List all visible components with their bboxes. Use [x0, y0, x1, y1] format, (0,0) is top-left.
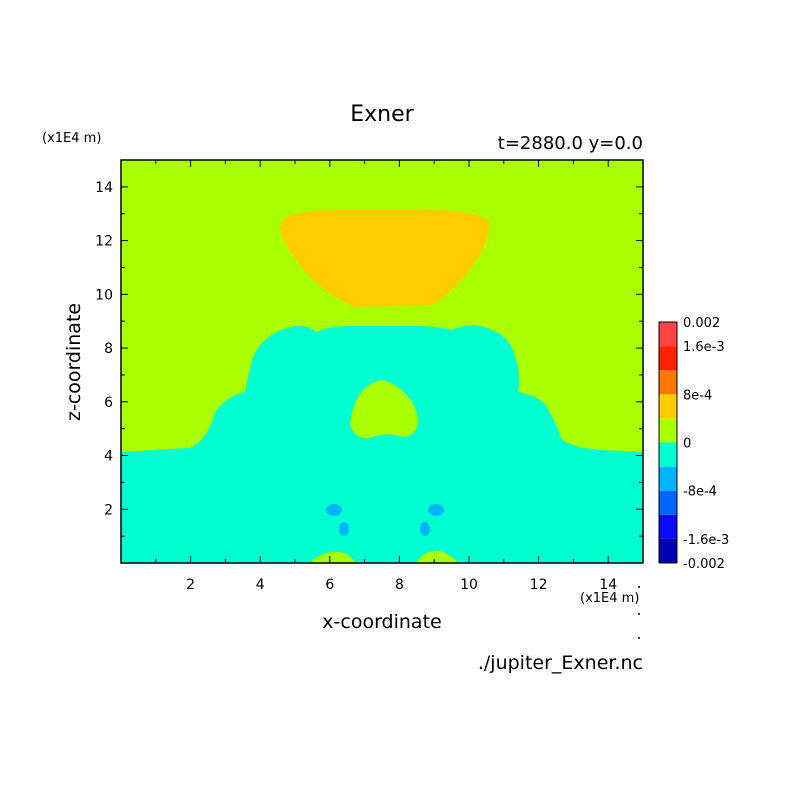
- x-tick-label: 14: [599, 577, 617, 593]
- y-tick-label: 4: [104, 449, 113, 465]
- x-tick-label: 4: [256, 577, 265, 593]
- x-axis: 2 4 6 8 10 12 14: [155, 160, 617, 593]
- decorative-dots: [638, 586, 640, 639]
- region-negative-spots: [326, 504, 444, 536]
- source-file-label: ./jupiter_Exner.nc: [478, 652, 643, 674]
- colorbar-swatch: [659, 442, 677, 467]
- colorbar-swatch: [659, 466, 677, 491]
- x-unit-label: (x1E4 m): [580, 591, 639, 606]
- colorbar-swatch: [659, 514, 677, 539]
- chart-subtitle: t=2880.0 y=0.0: [498, 133, 643, 154]
- region-bottom-patches: [310, 550, 458, 563]
- colorbar-tick-label: -0.002: [683, 557, 725, 572]
- contour-field: [120, 159, 644, 564]
- region-central-bubble: [350, 380, 418, 439]
- colorbar: 0.002 1.6e-3 8e-4 0 -8e-4 -1.6e-3 -0.002: [658, 316, 729, 572]
- colorbar-tick-label: -1.6e-3: [683, 533, 729, 548]
- x-axis-label: x-coordinate: [322, 611, 441, 633]
- y-axis-label: z-coordinate: [63, 303, 85, 421]
- y-unit-label: (x1E4 m): [42, 131, 101, 146]
- x-tick-label: 6: [325, 577, 334, 593]
- colorbar-tick-label: 0: [683, 437, 691, 452]
- x-tick-label: 2: [186, 577, 195, 593]
- colorbar-tick-label: 1.6e-3: [683, 340, 725, 355]
- y-tick-label: 2: [104, 502, 113, 518]
- colorbar-swatch: [659, 346, 677, 371]
- plot-frame: [120, 159, 644, 564]
- region-upper-positive-lobe: [280, 210, 490, 307]
- x-tick-label: 8: [395, 577, 404, 593]
- colorbar-swatch: [659, 322, 677, 347]
- y-tick-label: 12: [95, 234, 113, 250]
- x-tick-label: 10: [460, 577, 478, 593]
- colorbar-swatch: [659, 538, 677, 563]
- colorbar-swatch: [659, 490, 677, 515]
- colorbar-frame: [658, 321, 678, 564]
- y-tick-label: 10: [95, 287, 113, 303]
- colorbar-swatch: [659, 394, 677, 419]
- colorbar-tick-label: 0.002: [683, 316, 720, 331]
- region-lower-negative: [121, 325, 643, 563]
- colorbar-swatch: [659, 418, 677, 443]
- chart-title: Exner: [350, 102, 414, 127]
- colorbar-tick-label: 8e-4: [683, 388, 712, 403]
- y-tick-label: 8: [104, 341, 113, 357]
- y-tick-label: 6: [104, 395, 113, 411]
- colorbar-swatch: [659, 370, 677, 395]
- y-tick-label: 14: [95, 180, 113, 196]
- x-tick-label: 12: [530, 577, 548, 593]
- y-axis: 2 4 6 8 10 12 14: [95, 180, 643, 537]
- colorbar-tick-label: -8e-4: [683, 485, 717, 500]
